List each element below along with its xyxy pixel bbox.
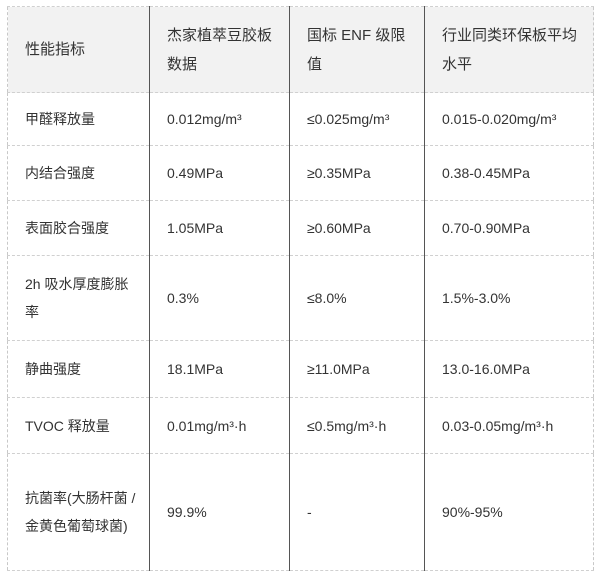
- table-header-row: 性能指标 杰家植萃豆胶板数据 国标 ENF 级限值 行业同类环保板平均水平: [7, 6, 594, 93]
- table-cell: 13.0-16.0MPa: [424, 340, 594, 398]
- header-cell: 行业同类环保板平均水平: [424, 6, 594, 93]
- header-cell: 杰家植萃豆胶板数据: [149, 6, 290, 93]
- table-cell: 1.05MPa: [149, 200, 290, 256]
- table-cell: 表面胶合强度: [7, 200, 150, 256]
- table-cell: 0.03-0.05mg/m³·h: [424, 397, 594, 454]
- table-row: 甲醛释放量 0.012mg/m³ ≤0.025mg/m³ 0.015-0.020…: [7, 92, 594, 146]
- table-cell: ≥0.35MPa: [289, 145, 425, 201]
- table-cell: 99.9%: [149, 453, 290, 571]
- table-cell: 0.38-0.45MPa: [424, 145, 594, 201]
- header-cell: 性能指标: [7, 6, 150, 93]
- table-cell: 0.012mg/m³: [149, 92, 290, 146]
- table-cell: 90%-95%: [424, 453, 594, 571]
- table-cell: 静曲强度: [7, 340, 150, 398]
- table-cell: 18.1MPa: [149, 340, 290, 398]
- table-cell: -: [289, 453, 425, 571]
- table-row: 抗菌率(大肠杆菌 / 金黄色葡萄球菌) 99.9% - 90%-95%: [7, 453, 594, 571]
- table-cell: 1.5%-3.0%: [424, 255, 594, 341]
- table-row: 表面胶合强度 1.05MPa ≥0.60MPa 0.70-0.90MPa: [7, 200, 594, 256]
- table-row: 内结合强度 0.49MPa ≥0.35MPa 0.38-0.45MPa: [7, 145, 594, 201]
- table-cell: 内结合强度: [7, 145, 150, 201]
- table-cell: 抗菌率(大肠杆菌 / 金黄色葡萄球菌): [7, 453, 150, 571]
- table-cell: 2h 吸水厚度膨胀率: [7, 255, 150, 341]
- table-cell: 0.01mg/m³·h: [149, 397, 290, 454]
- table-cell: ≤0.5mg/m³·h: [289, 397, 425, 454]
- table-cell: ≤8.0%: [289, 255, 425, 341]
- table-cell: ≥11.0MPa: [289, 340, 425, 398]
- header-cell: 国标 ENF 级限值: [289, 6, 425, 93]
- table-row: 2h 吸水厚度膨胀率 0.3% ≤8.0% 1.5%-3.0%: [7, 255, 594, 341]
- table-cell: TVOC 释放量: [7, 397, 150, 454]
- table-row: 静曲强度 18.1MPa ≥11.0MPa 13.0-16.0MPa: [7, 340, 594, 398]
- table-row: TVOC 释放量 0.01mg/m³·h ≤0.5mg/m³·h 0.03-0.…: [7, 397, 594, 454]
- table-cell: 0.49MPa: [149, 145, 290, 201]
- table-cell: 0.70-0.90MPa: [424, 200, 594, 256]
- table-cell: ≥0.60MPa: [289, 200, 425, 256]
- table-cell: 0.015-0.020mg/m³: [424, 92, 594, 146]
- table-cell: ≤0.025mg/m³: [289, 92, 425, 146]
- performance-comparison-table: 性能指标 杰家植萃豆胶板数据 国标 ENF 级限值 行业同类环保板平均水平 甲醛…: [7, 6, 594, 571]
- table-cell: 甲醛释放量: [7, 92, 150, 146]
- table-cell: 0.3%: [149, 255, 290, 341]
